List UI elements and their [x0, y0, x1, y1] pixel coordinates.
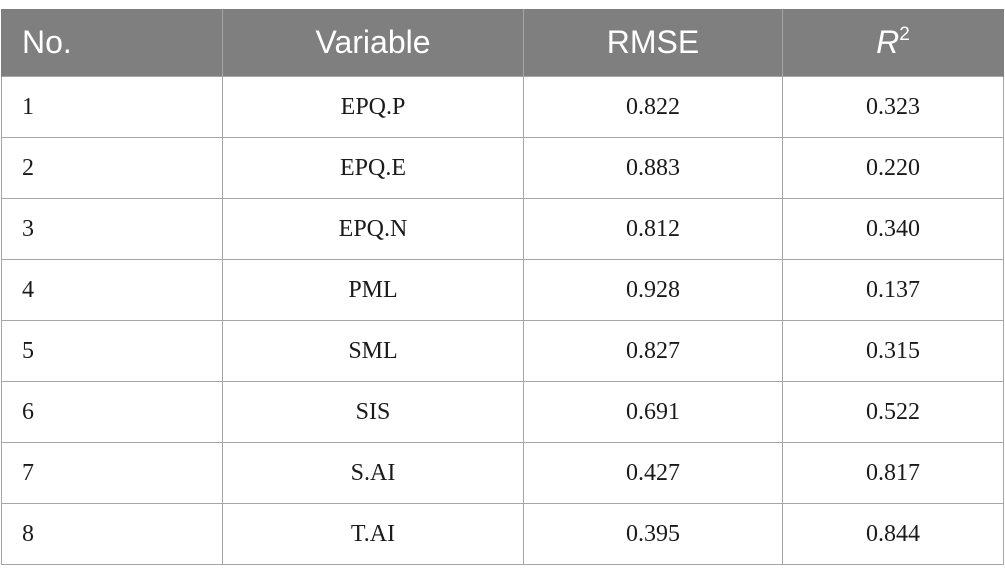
- table-row: 3 EPQ.N 0.812 0.340: [1, 198, 1004, 260]
- table-row: 6 SIS 0.691 0.522: [1, 381, 1004, 443]
- cell-no: 2: [1, 137, 223, 199]
- cell-no: 5: [1, 320, 223, 382]
- cell-rmse: 0.691: [523, 381, 783, 443]
- cell-rmse: 0.812: [523, 198, 783, 260]
- cell-r-squared: 0.340: [782, 198, 1004, 260]
- cell-rmse: 0.427: [523, 442, 783, 504]
- cell-no: 3: [1, 198, 223, 260]
- cell-r-squared: 0.522: [782, 381, 1004, 443]
- table-row: 2 EPQ.E 0.883 0.220: [1, 137, 1004, 199]
- cell-r-squared: 0.137: [782, 259, 1004, 321]
- table-row: 5 SML 0.827 0.315: [1, 320, 1004, 382]
- table-body: 1 EPQ.P 0.822 0.323 2 EPQ.E 0.883 0.220 3 EPQ.N 0.…: [1, 76, 1004, 565]
- table-row: 7 S.AI 0.427 0.817: [1, 442, 1004, 504]
- cell-rmse: 0.928: [523, 259, 783, 321]
- cell-variable: SIS: [222, 381, 524, 443]
- cell-variable: EPQ.E: [222, 137, 524, 199]
- cell-r-squared: 0.817: [782, 442, 1004, 504]
- table-row: 4 PML 0.928 0.137: [1, 259, 1004, 321]
- header-r-squared: R2: [782, 9, 1004, 77]
- cell-r-squared: 0.220: [782, 137, 1004, 199]
- results-table: No. Variable RMSE R2 1 EPQ.P 0.822 0.323 2 EP…: [1, 9, 1004, 565]
- header-row: No. Variable RMSE R2: [1, 9, 1004, 77]
- header-r-superscript: 2: [899, 24, 910, 45]
- cell-rmse: 0.827: [523, 320, 783, 382]
- cell-r-squared: 0.323: [782, 76, 1004, 138]
- cell-rmse: 0.395: [523, 503, 783, 565]
- cell-variable: SML: [222, 320, 524, 382]
- cell-variable: PML: [222, 259, 524, 321]
- cell-r-squared: 0.844: [782, 503, 1004, 565]
- header-no: No.: [1, 9, 223, 77]
- cell-rmse: 0.883: [523, 137, 783, 199]
- cell-rmse: 0.822: [523, 76, 783, 138]
- table-header: No. Variable RMSE R2: [1, 9, 1004, 77]
- cell-variable: S.AI: [222, 442, 524, 504]
- cell-no: 8: [1, 503, 223, 565]
- cell-variable: EPQ.P: [222, 76, 524, 138]
- cell-variable: EPQ.N: [222, 198, 524, 260]
- cell-no: 1: [1, 76, 223, 138]
- cell-no: 6: [1, 381, 223, 443]
- header-variable: Variable: [222, 9, 524, 77]
- cell-no: 7: [1, 442, 223, 504]
- cell-r-squared: 0.315: [782, 320, 1004, 382]
- table-row: 1 EPQ.P 0.822 0.323: [1, 76, 1004, 138]
- table-row: 8 T.AI 0.395 0.844: [1, 503, 1004, 565]
- cell-variable: T.AI: [222, 503, 524, 565]
- header-r-letter: R: [876, 24, 900, 60]
- header-rmse: RMSE: [523, 9, 783, 77]
- cell-no: 4: [1, 259, 223, 321]
